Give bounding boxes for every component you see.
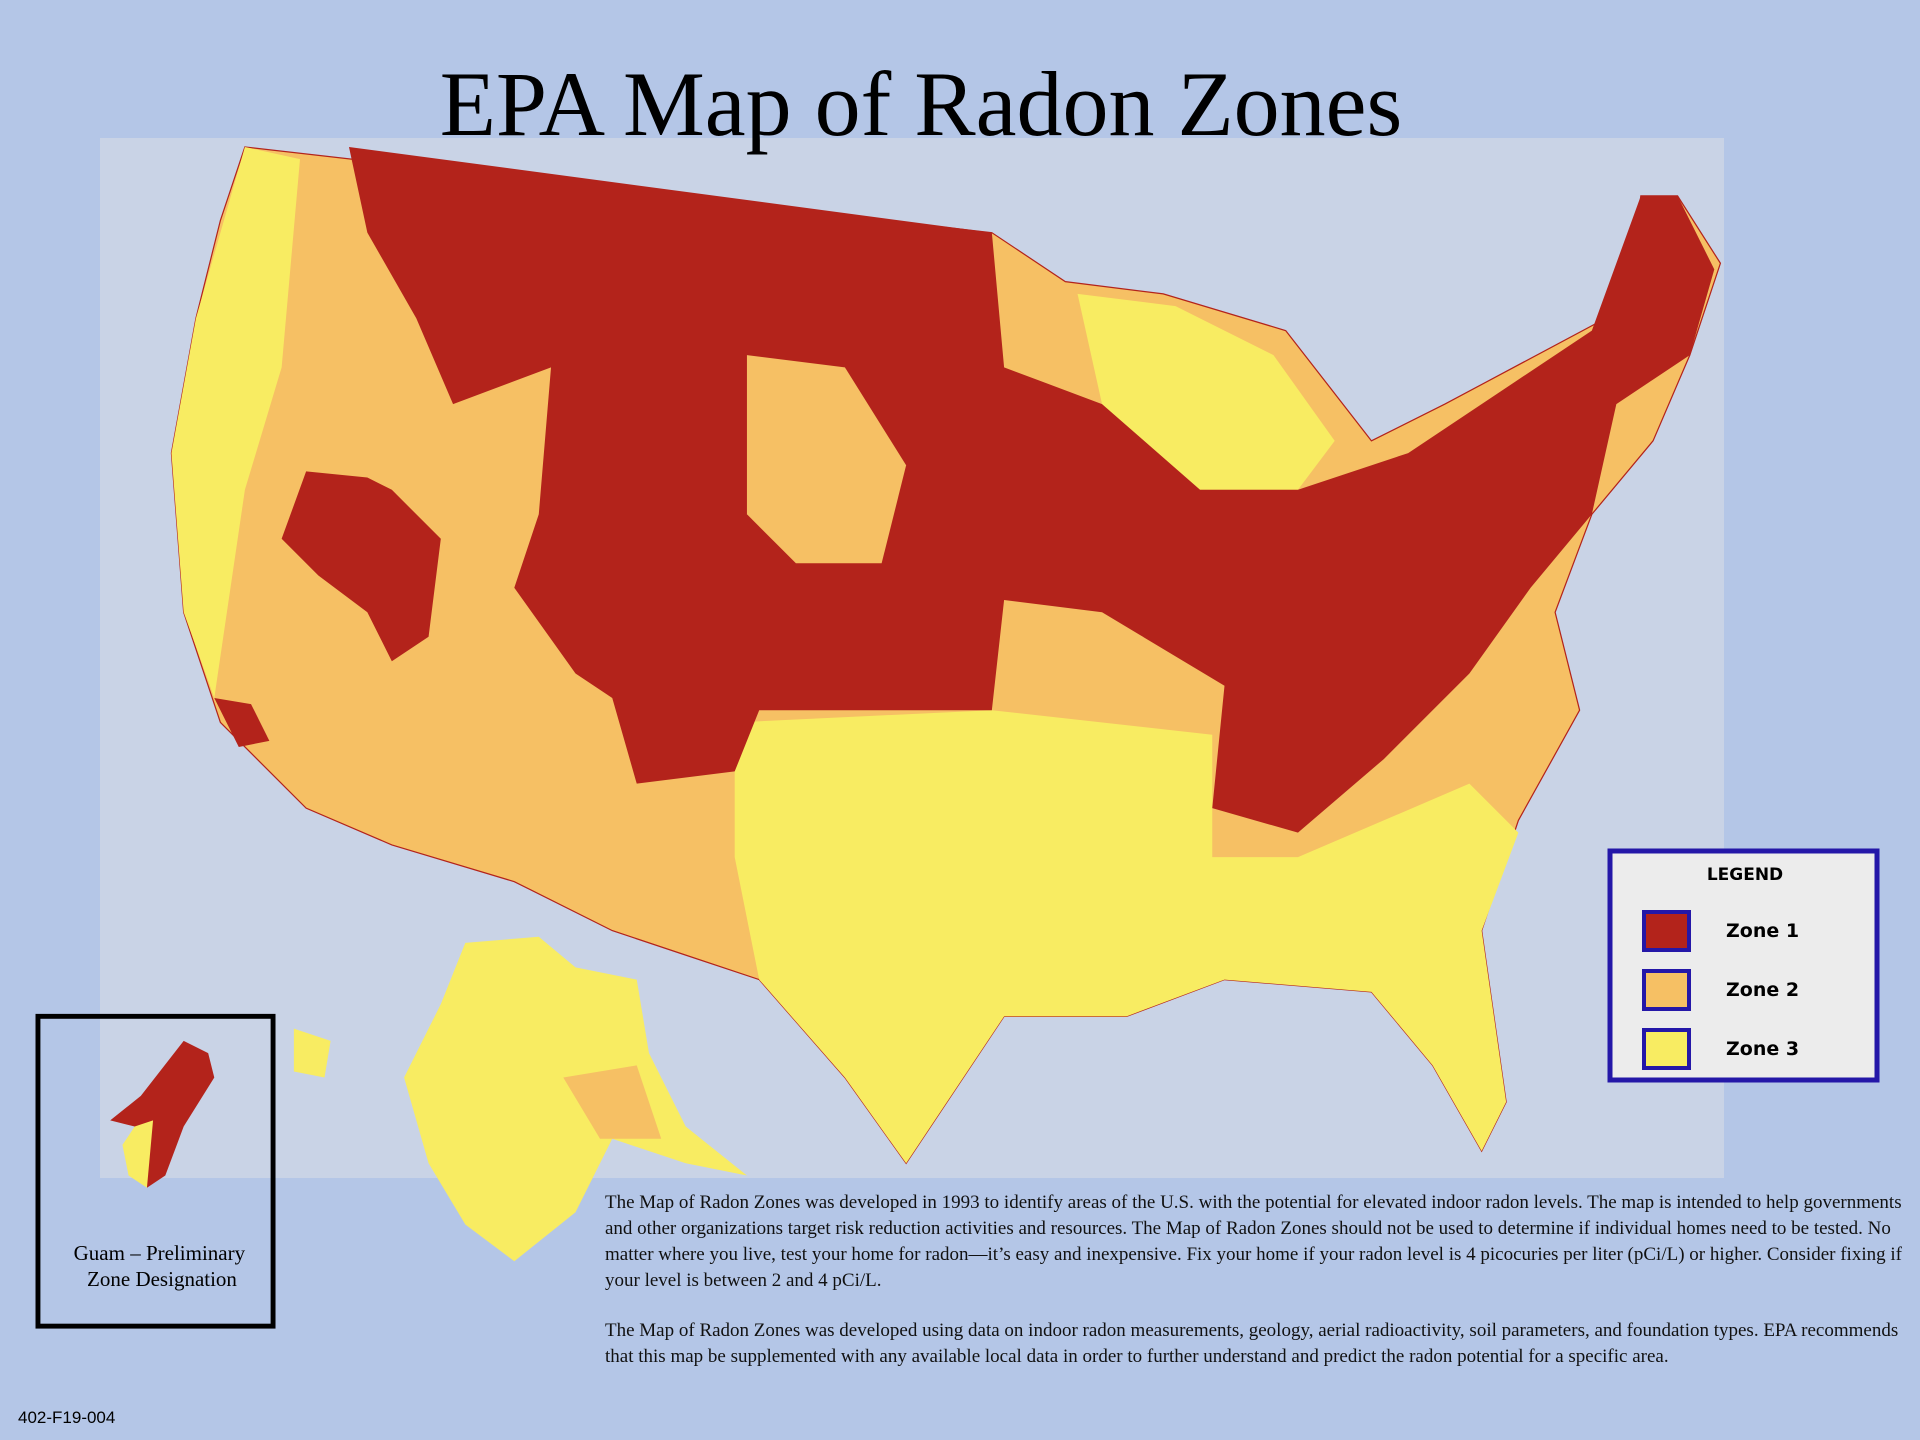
zone-1-area — [214, 697, 270, 747]
zone-2-area — [563, 1065, 662, 1139]
legend-label: Zone 1 — [1726, 920, 1799, 942]
map-title: EPA Map of Radon Zones — [440, 53, 1403, 155]
us-map — [35, 146, 1722, 1329]
legend-items: Zone 1 Zone 2 Zone 3 — [1642, 910, 1799, 1070]
legend-label: Zone 3 — [1726, 1038, 1799, 1060]
legend-label: Zone 2 — [1726, 979, 1799, 1001]
zone-3-area — [1077, 293, 1335, 490]
guam-label: Guam – Preliminary Zone Designation — [74, 1241, 251, 1291]
guam-zone-1 — [110, 1040, 215, 1188]
legend-title: LEGEND — [1707, 865, 1783, 885]
description-paragraph: The Map of Radon Zones was developed usi… — [605, 1320, 1899, 1367]
document-code: 402-F19-004 — [18, 1408, 116, 1427]
description: The Map of Radon Zones was developed in … — [605, 1190, 1905, 1394]
guam-label-line: Guam – Preliminary — [74, 1241, 246, 1265]
guam-inset — [35, 1013, 276, 1329]
zone-1-area — [281, 471, 441, 662]
description-paragraph: The Map of Radon Zones was developed in … — [605, 1192, 1902, 1291]
zone-3-area — [293, 1028, 331, 1078]
legend-swatch — [1642, 1028, 1691, 1070]
zone-3-area — [734, 710, 1519, 1164]
guam-label-line: Zone Designation — [87, 1267, 237, 1291]
legend-swatch — [1642, 969, 1691, 1011]
zone-3-area — [171, 146, 301, 698]
legend-swatch — [1642, 910, 1691, 952]
zone-1-area — [348, 146, 1715, 833]
zone-3-area — [404, 936, 747, 1262]
legend: LEGEND Zone 1 Zone 2 Zone 3 — [1607, 848, 1880, 1083]
guam-zone-3 — [122, 1120, 154, 1188]
zone-2-area — [746, 355, 907, 564]
